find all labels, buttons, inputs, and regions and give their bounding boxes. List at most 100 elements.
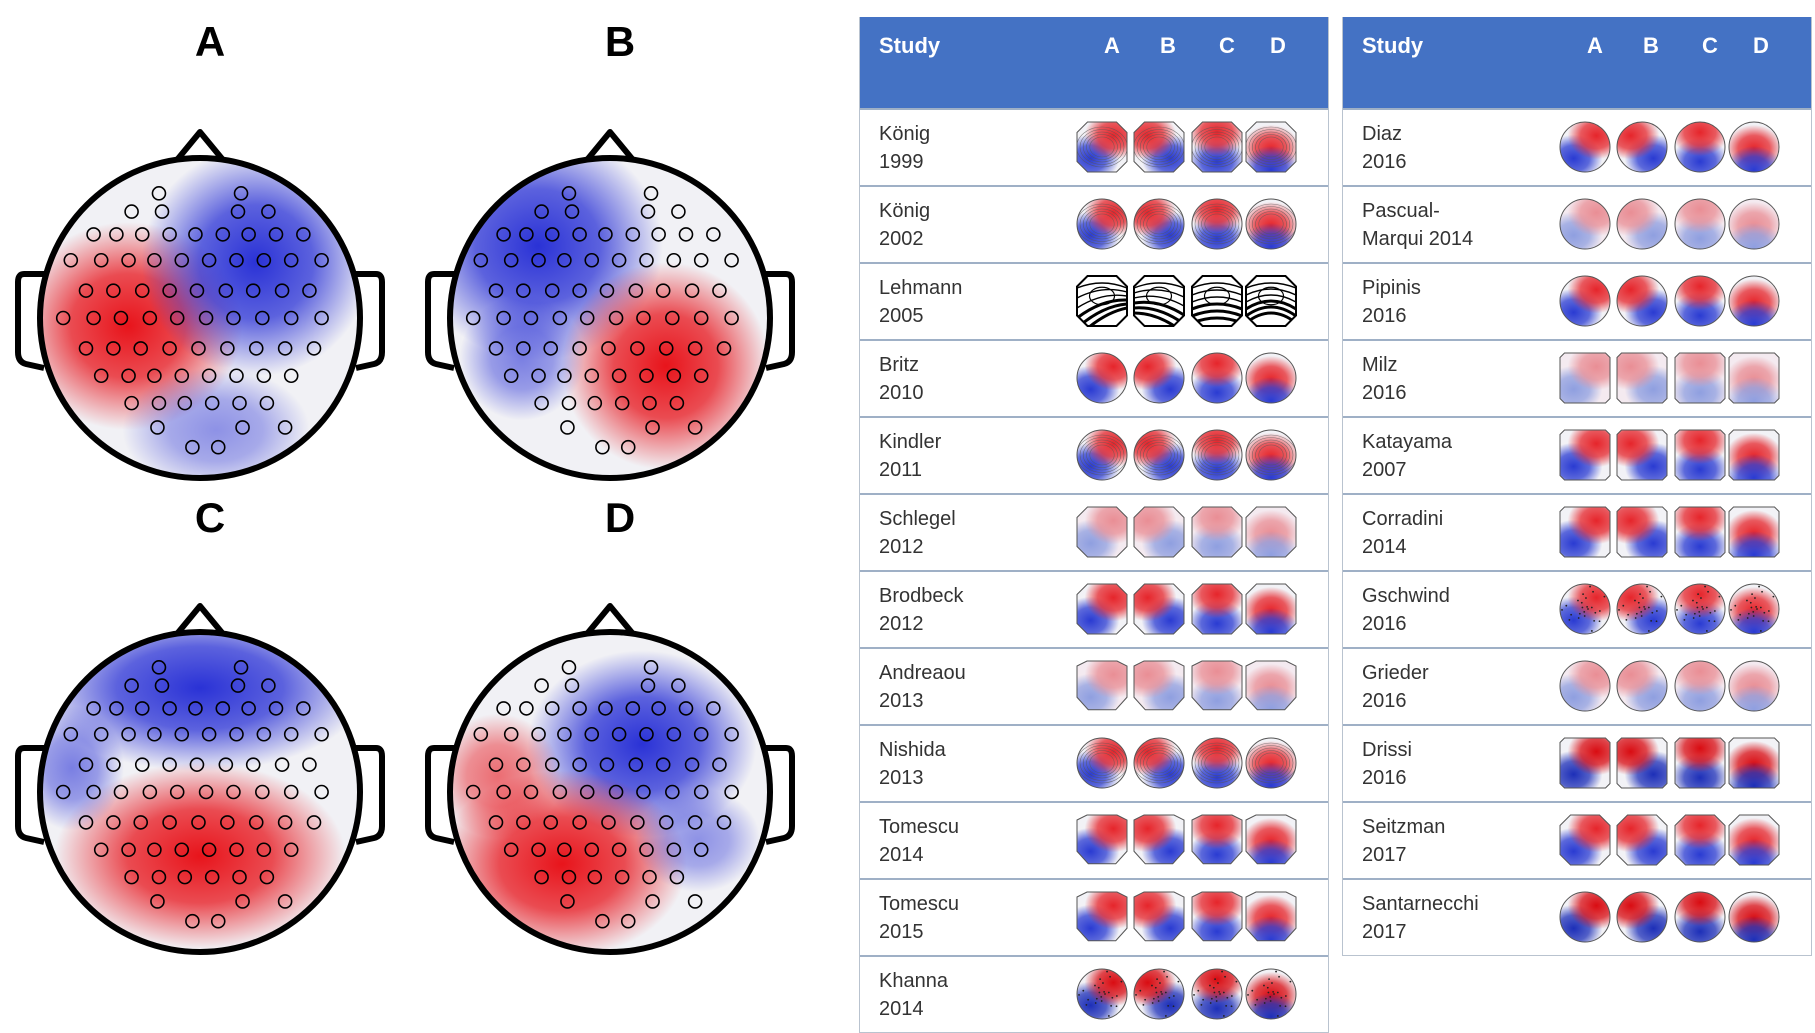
header-col-b: B — [1160, 33, 1176, 58]
electrode — [611, 842, 627, 858]
electrode — [201, 726, 217, 742]
head-outline — [447, 155, 773, 481]
electrode — [191, 341, 206, 356]
electrode — [147, 726, 162, 742]
header-col-b: B — [1643, 33, 1659, 58]
table-row: König 2002 — [860, 185, 1328, 262]
thumbnail-map-d — [1728, 891, 1780, 943]
thumbnail-map-c — [1191, 891, 1243, 942]
electrode — [245, 757, 261, 772]
electrode — [516, 815, 531, 830]
electrode — [215, 227, 231, 242]
electrode — [564, 204, 580, 219]
electrode — [658, 815, 674, 830]
electrode — [162, 283, 177, 298]
thumbnail-map-d — [1245, 275, 1297, 327]
electrode — [620, 913, 636, 929]
electrode — [630, 815, 645, 830]
electrode — [552, 310, 568, 326]
thumbnail-map-a — [1076, 429, 1128, 481]
electrode — [601, 341, 616, 356]
thumbnail-map-c — [1674, 352, 1726, 404]
thumbnail-map-b — [1616, 352, 1668, 404]
electrode — [133, 815, 149, 830]
electrode — [134, 283, 150, 298]
electrode — [226, 310, 241, 326]
electrode — [86, 784, 101, 800]
electrode — [86, 310, 101, 326]
electrode — [235, 420, 250, 435]
electrode — [277, 341, 293, 356]
thumbnail-map-b — [1616, 737, 1668, 789]
thumbnail-maps — [1076, 506, 1297, 558]
electrode — [625, 227, 641, 242]
electrode — [651, 701, 666, 716]
electrode — [693, 368, 709, 384]
electrode — [109, 227, 124, 242]
electrode — [113, 310, 129, 326]
electrode — [687, 420, 703, 435]
electrode — [147, 368, 162, 384]
electrode — [572, 815, 587, 830]
electrode — [256, 368, 272, 384]
electrode — [519, 227, 534, 242]
study-name: Britz 2010 — [879, 354, 924, 404]
thumbnail-map-b — [1616, 583, 1668, 635]
thumbnail-map-d — [1245, 737, 1297, 789]
electrode — [639, 252, 654, 268]
electrode — [496, 784, 511, 800]
thumbnail-maps — [1559, 737, 1780, 789]
thumbnail-map-a — [1559, 583, 1611, 635]
header-col-d: D — [1270, 33, 1286, 58]
map-letter-b: B — [604, 18, 636, 65]
electrode — [712, 757, 727, 772]
thumbnail-map-a — [1076, 121, 1128, 173]
thumbnail-map-b — [1133, 198, 1185, 250]
electrode — [191, 815, 206, 830]
study-name: König 2002 — [879, 200, 931, 250]
thumbnail-map-a — [1076, 660, 1128, 711]
electrode — [124, 869, 139, 885]
electrode — [465, 784, 481, 800]
table-row: Milz 2016 — [1343, 339, 1811, 416]
electrode — [693, 726, 709, 742]
electrode — [229, 726, 244, 742]
electrode — [642, 869, 657, 885]
table-row: Corradini 2014 — [1343, 493, 1811, 570]
electrode — [198, 310, 214, 326]
thumbnail-map-d — [1728, 429, 1780, 481]
electrode — [645, 894, 660, 909]
electrode — [543, 815, 559, 830]
thumbnail-map-b — [1133, 352, 1185, 404]
study-table-left: Study A B C D König 1999 König 2002 Lehman… — [859, 17, 1329, 1033]
electrode — [245, 283, 261, 298]
electrode — [261, 678, 276, 693]
electrode — [78, 757, 94, 772]
thumbnail-map-a — [1076, 583, 1128, 635]
thumbnail-map-a — [1559, 737, 1611, 789]
electrode — [93, 842, 109, 858]
electrode — [229, 368, 244, 384]
electrode — [283, 726, 299, 742]
electrode — [516, 757, 531, 772]
electrode — [256, 842, 272, 858]
electrode — [113, 784, 129, 800]
electrode — [235, 894, 250, 909]
thumbnail-maps — [1559, 352, 1780, 404]
electrode — [584, 368, 600, 384]
thumbnail-maps — [1559, 198, 1780, 250]
electrode — [643, 660, 659, 675]
thumbnail-map-b — [1133, 275, 1185, 327]
electrode — [531, 842, 546, 858]
thumbnail-map-b — [1133, 506, 1185, 558]
electrode — [693, 842, 709, 858]
electrode — [198, 784, 214, 800]
head-fill — [450, 158, 770, 478]
field-blob-negative — [459, 295, 585, 421]
electrode — [283, 784, 299, 800]
electrode — [296, 227, 311, 242]
electrode — [306, 815, 322, 830]
thumbnail-map-c — [1674, 506, 1726, 558]
electrode — [684, 283, 700, 298]
header-col-a: A — [1104, 33, 1120, 58]
